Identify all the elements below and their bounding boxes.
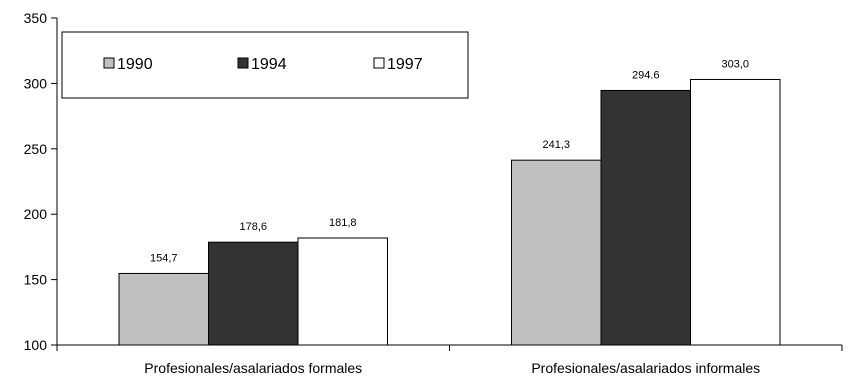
bar-1997 bbox=[689, 78, 781, 346]
bar-1990 bbox=[511, 159, 602, 346]
data-label: 154,7 bbox=[150, 252, 178, 264]
data-label: 178,6 bbox=[239, 221, 267, 233]
legend-label: 1997 bbox=[387, 56, 423, 73]
data-label: 241,3 bbox=[542, 139, 570, 151]
bar-1990 bbox=[118, 272, 210, 346]
data-label: 303,0 bbox=[721, 58, 749, 70]
legend-label: 1990 bbox=[117, 56, 153, 73]
y-tick-label: 150 bbox=[24, 272, 48, 288]
data-label: 181,8 bbox=[329, 217, 357, 229]
y-tick-label: 350 bbox=[24, 10, 48, 26]
data-label: 294.6 bbox=[632, 69, 660, 81]
legend-swatch bbox=[373, 57, 385, 69]
bar-1994 bbox=[208, 241, 299, 346]
y-axis: 100 150 200 250 300 350 bbox=[24, 10, 58, 353]
bars bbox=[118, 78, 781, 346]
y-tick-label: 250 bbox=[24, 141, 48, 157]
x-axis: Profesionales/asalariados formales Profes… bbox=[56, 344, 843, 376]
bar-1997 bbox=[297, 237, 388, 346]
y-tick-label: 100 bbox=[24, 337, 48, 353]
category-label: Profesionales/asalariados formales bbox=[144, 360, 362, 376]
bar-1994 bbox=[600, 89, 691, 346]
data-labels: 154,7 178,6 181,8 241,3 294.6 303,0 bbox=[150, 58, 749, 264]
legend-box bbox=[61, 31, 469, 99]
legend-swatch bbox=[103, 57, 115, 69]
legend: 1990 1994 1997 bbox=[61, 31, 469, 99]
y-tick-label: 300 bbox=[24, 75, 48, 91]
y-tick-label: 200 bbox=[24, 206, 48, 222]
legend-label: 1994 bbox=[251, 56, 287, 73]
category-label: Profesionales/asalariados informales bbox=[531, 360, 760, 376]
legend-swatch bbox=[237, 57, 249, 69]
